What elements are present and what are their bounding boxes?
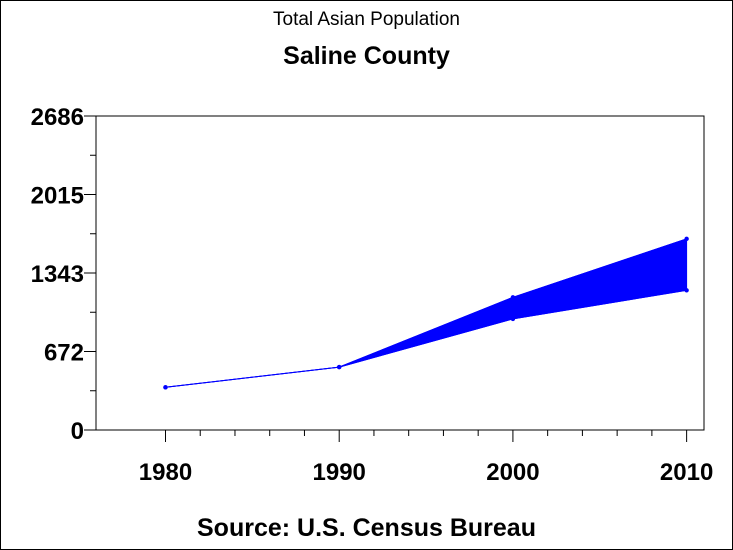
series-band bbox=[165, 238, 688, 388]
data-point bbox=[510, 316, 516, 322]
data-point bbox=[337, 364, 342, 370]
series-line-2 bbox=[165, 289, 687, 388]
x-tick-label: 1990 bbox=[313, 459, 366, 486]
series-line-1 bbox=[165, 238, 687, 388]
x-tick-label: 2000 bbox=[486, 459, 539, 486]
chart-title: Total Asian Population bbox=[273, 9, 460, 30]
data-point bbox=[684, 236, 689, 242]
y-tick-label: 672 bbox=[44, 339, 84, 366]
y-tick-label: 1343 bbox=[31, 261, 84, 288]
chart-subtitle: Saline County bbox=[283, 42, 450, 70]
x-tick-label: 1980 bbox=[139, 459, 192, 486]
y-tick-label: 0 bbox=[71, 418, 84, 445]
chart-source: Source: U.S. Census Bureau bbox=[197, 514, 536, 542]
data-point bbox=[510, 295, 516, 300]
y-tick-label: 2015 bbox=[31, 182, 84, 209]
y-tick-label: 2686 bbox=[31, 104, 84, 131]
data-point bbox=[684, 288, 689, 293]
x-tick-label: 2010 bbox=[660, 459, 713, 486]
data-point bbox=[163, 385, 168, 390]
